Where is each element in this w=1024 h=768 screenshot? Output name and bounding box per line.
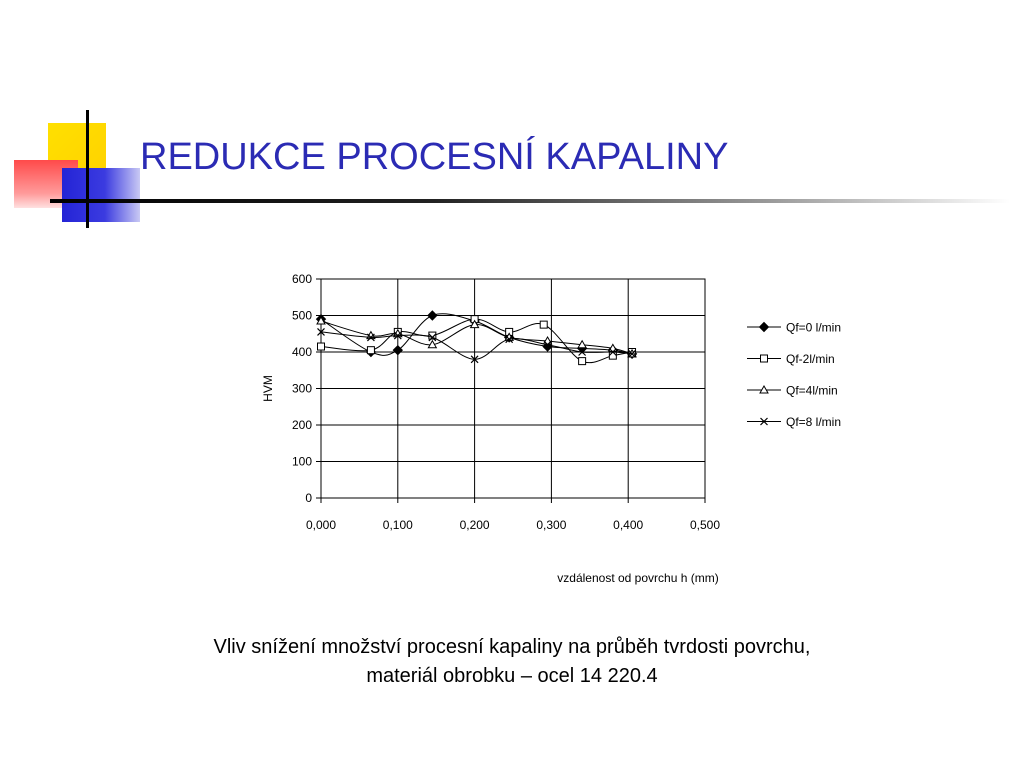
y-tick-label: 500	[292, 309, 312, 323]
legend-label-2: Qf-2l/min	[786, 352, 835, 366]
series-4-point	[428, 333, 437, 342]
series-line-4	[320, 331, 633, 360]
series-3-point	[577, 339, 587, 349]
series-line-1	[320, 313, 633, 356]
title-underline	[50, 199, 1010, 203]
caption-line-2: materiál obrobku – ocel 14 220.4	[366, 665, 658, 687]
series-4-point	[608, 348, 617, 356]
x-tick-label: 0,000	[306, 518, 336, 532]
decor-blue-square	[62, 168, 140, 222]
y-tick-label: 200	[292, 418, 312, 432]
legend-marker-4	[760, 417, 768, 426]
caption-line-1: Vliv snížení množství procesní kapaliny …	[213, 636, 811, 658]
x-tick-label: 0,200	[460, 518, 490, 532]
series-4-point	[505, 335, 514, 344]
series-4-point	[366, 333, 375, 342]
y-axis-label: HVM	[261, 375, 275, 402]
x-tick-label: 0,100	[383, 518, 413, 532]
series-line-3	[320, 320, 633, 355]
series-4-point	[317, 328, 325, 336]
series-4-point	[543, 340, 552, 349]
series-1-point	[392, 344, 404, 356]
series-2-point	[608, 351, 617, 360]
legend-label-1: Qf=0 l/min	[786, 321, 841, 335]
x-tick-label: 0,300	[536, 518, 566, 532]
slide-title: REDUKCE PROCESNÍ KAPALINY	[140, 136, 729, 178]
decor-vertical-line	[86, 110, 89, 228]
x-tick-label: 0,500	[690, 518, 720, 532]
x-tick-label: 0,400	[613, 518, 643, 532]
series-2-point	[578, 357, 587, 366]
legend-marker-2	[760, 354, 768, 363]
legend-label-4: Qf=8 l/min	[786, 415, 841, 429]
series-2-point	[428, 331, 437, 340]
series-3-point	[469, 319, 480, 329]
series-4-point	[393, 331, 402, 340]
series-2-point	[366, 346, 375, 355]
series-4-point	[628, 349, 636, 358]
series-2-point	[317, 342, 325, 351]
series-3-point	[316, 315, 326, 325]
x-axis-label: vzdálenost od povrchu h (mm)	[557, 571, 718, 585]
legend-label-3: Qf=4l/min	[786, 384, 838, 398]
series-1-point	[427, 310, 438, 321]
y-tick-label: 100	[292, 455, 312, 469]
series-2-point	[539, 320, 548, 329]
legend-marker-3	[759, 384, 769, 394]
series-3-point	[427, 339, 438, 349]
series-line-2	[320, 318, 633, 364]
legend-marker-1	[758, 321, 770, 333]
y-tick-label: 400	[292, 345, 312, 359]
series-4-point	[470, 355, 479, 364]
y-tick-label: 300	[292, 382, 312, 396]
series-4-point	[578, 348, 587, 356]
y-tick-label: 0	[305, 491, 312, 505]
y-tick-label: 600	[292, 272, 312, 286]
